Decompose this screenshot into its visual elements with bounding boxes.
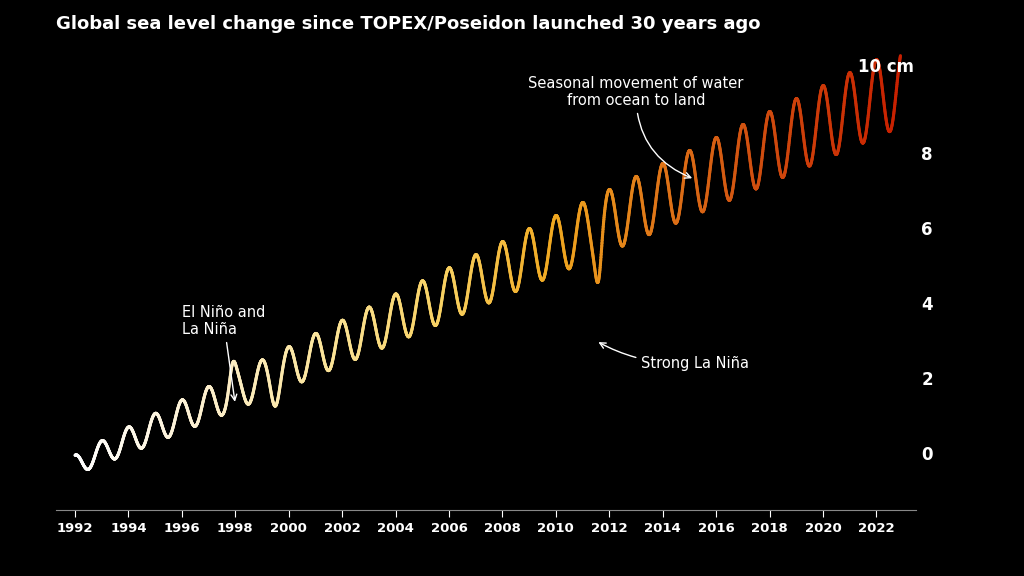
- Text: 10 cm: 10 cm: [858, 58, 913, 75]
- Text: Strong La Niña: Strong La Niña: [600, 343, 750, 371]
- Text: Global sea level change since TOPEX/Poseidon launched 30 years ago: Global sea level change since TOPEX/Pose…: [56, 15, 761, 33]
- Text: El Niño and
La Niña: El Niño and La Niña: [182, 305, 265, 400]
- Text: Seasonal movement of water
from ocean to land: Seasonal movement of water from ocean to…: [528, 75, 743, 178]
